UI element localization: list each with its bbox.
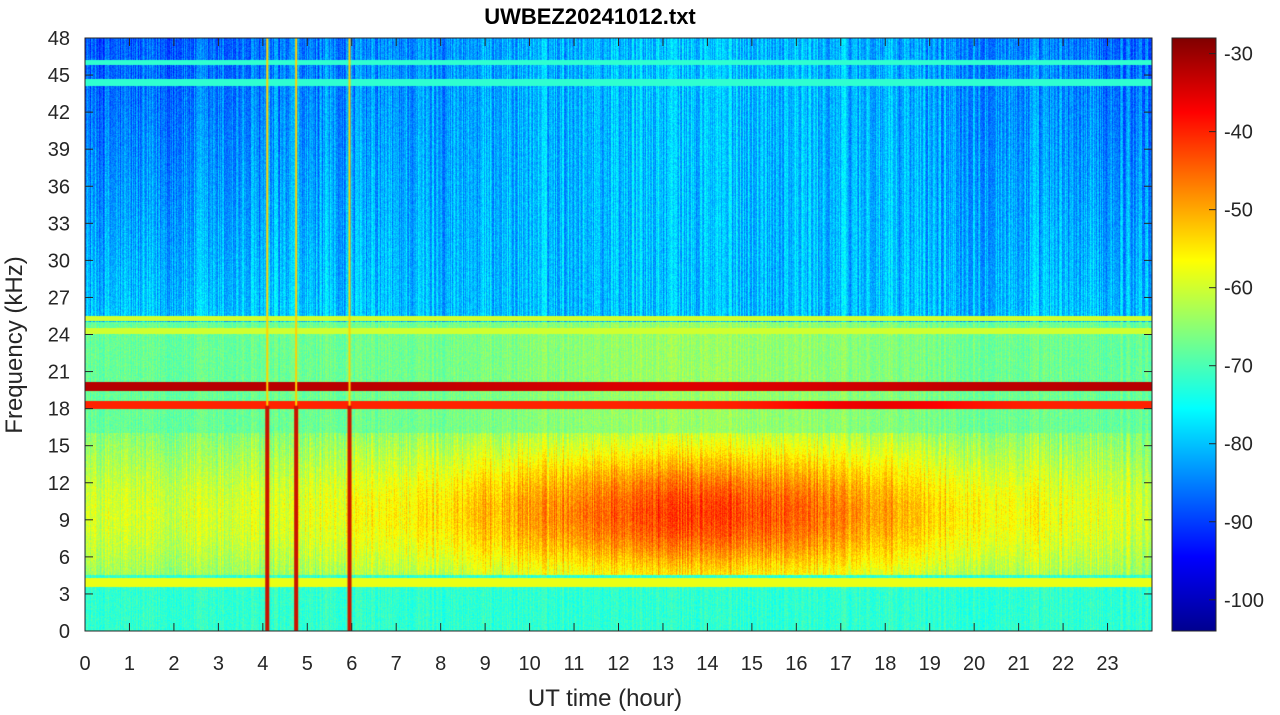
y-tick-label: 39 xyxy=(48,139,70,161)
y-tick-label: 15 xyxy=(48,436,70,458)
x-tick-label: 11 xyxy=(564,653,585,675)
colorbar-tick-label: -100 xyxy=(1224,590,1264,612)
colorbar-tick-label: -30 xyxy=(1224,44,1253,66)
y-tick-label: 36 xyxy=(48,176,70,198)
colorbar-tick-label: -80 xyxy=(1224,434,1253,456)
x-tick-label: 16 xyxy=(785,653,807,675)
y-tick-label: 27 xyxy=(48,287,70,309)
x-tick-label: 14 xyxy=(696,653,718,675)
x-axis-ticks: 0 1 2 3 4 5 6 7 8 9 10 11 12 13 14 15 16 17 18 19 20 21 22 23 xyxy=(79,38,1119,675)
x-tick-label: 0 xyxy=(79,653,90,675)
x-tick-label: 5 xyxy=(302,653,313,675)
y-tick-label: 42 xyxy=(48,102,70,124)
y-tick-label: 6 xyxy=(59,547,70,569)
x-tick-label: 9 xyxy=(480,653,491,675)
x-tick-label: 17 xyxy=(830,653,852,675)
x-tick-label: 8 xyxy=(435,653,446,675)
x-tick-label: 7 xyxy=(391,653,402,675)
x-tick-label: 1 xyxy=(124,653,135,675)
x-axis-title: UT time (hour) xyxy=(528,685,682,712)
colorbar-tick-label: -70 xyxy=(1224,356,1253,378)
y-tick-label: 12 xyxy=(48,473,70,495)
x-tick-label: 23 xyxy=(1096,653,1118,675)
y-tick-label: 48 xyxy=(48,28,70,50)
colorbar-tick-label: -90 xyxy=(1224,512,1253,534)
spectrogram-image xyxy=(85,38,1152,631)
colorbar: -30 -40 -50 -60 -70 -80 -90 -100 xyxy=(1171,37,1264,632)
x-tick-label: 18 xyxy=(874,653,896,675)
x-tick-label: 12 xyxy=(607,653,629,675)
y-tick-label: 3 xyxy=(59,584,70,606)
colorbar-ticks: -30 -40 -50 -60 -70 -80 -90 -100 xyxy=(1209,44,1264,612)
y-tick-label: 33 xyxy=(48,213,70,235)
x-tick-label: 4 xyxy=(257,653,268,675)
y-tick-label: 9 xyxy=(59,510,70,532)
x-tick-label: 22 xyxy=(1052,653,1074,675)
colorbar-tick-label: -40 xyxy=(1224,122,1253,144)
colorbar-tick-label: -50 xyxy=(1224,200,1253,222)
x-tick-label: 21 xyxy=(1008,653,1030,675)
y-tick-label: 24 xyxy=(48,325,70,347)
y-tick-label: 30 xyxy=(48,250,70,272)
chart-title: UWBEZ20241012.txt xyxy=(484,4,696,29)
y-tick-label: 45 xyxy=(48,65,70,87)
colorbar-tick-label: -60 xyxy=(1224,278,1253,300)
x-tick-label: 6 xyxy=(346,653,357,675)
x-tick-label: 19 xyxy=(919,653,941,675)
y-tick-label: 18 xyxy=(48,399,70,421)
y-tick-label: 21 xyxy=(48,362,70,384)
x-tick-label: 2 xyxy=(168,653,179,675)
x-tick-label: 15 xyxy=(741,653,763,675)
spectrogram-heatmap xyxy=(85,38,1152,631)
y-tick-label: 0 xyxy=(59,621,70,643)
spectrogram-plot-area xyxy=(84,37,1153,632)
x-tick-label: 3 xyxy=(213,653,224,675)
x-tick-label: 20 xyxy=(963,653,985,675)
x-tick-label: 10 xyxy=(518,653,540,675)
x-tick-label: 13 xyxy=(652,653,674,675)
colorbar-frame xyxy=(1171,37,1217,632)
y-axis-title: Frequency (kHz) xyxy=(1,256,28,433)
colorbar-gradient xyxy=(1172,38,1216,631)
